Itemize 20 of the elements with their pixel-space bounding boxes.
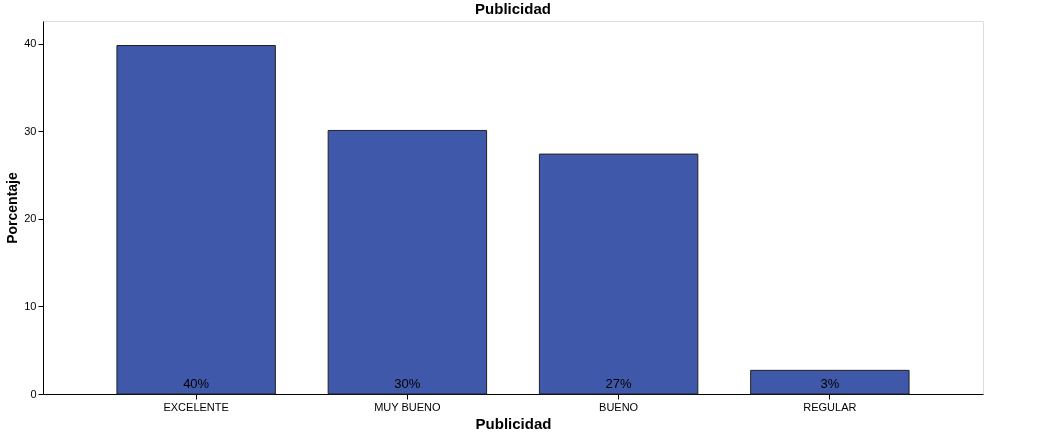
data-label: 30% — [394, 376, 421, 391]
x-tick-label: EXCELENTE — [163, 400, 229, 413]
y-tick-label: 10 — [24, 299, 37, 312]
y-tick-label: 40 — [24, 37, 37, 50]
y-tick-label: 0 — [30, 387, 37, 400]
bar — [327, 129, 488, 395]
chart-title: Publicidad — [475, 0, 551, 17]
data-label: 27% — [605, 376, 633, 391]
y-tick-label: 20 — [24, 212, 37, 225]
y-axis-title: Porcentaje — [4, 172, 21, 244]
x-tick-label: MUY BUENO — [374, 400, 442, 413]
x-tick-label: BUENO — [599, 400, 639, 413]
data-label: 3% — [820, 376, 840, 391]
bar — [116, 45, 276, 395]
x-tick-label: REGULAR — [803, 400, 857, 413]
y-tick-label: 30 — [24, 124, 37, 137]
data-label: 40% — [183, 376, 210, 391]
bar — [538, 153, 699, 395]
x-axis-title: Publicidad — [475, 414, 552, 432]
bar — [750, 369, 910, 395]
